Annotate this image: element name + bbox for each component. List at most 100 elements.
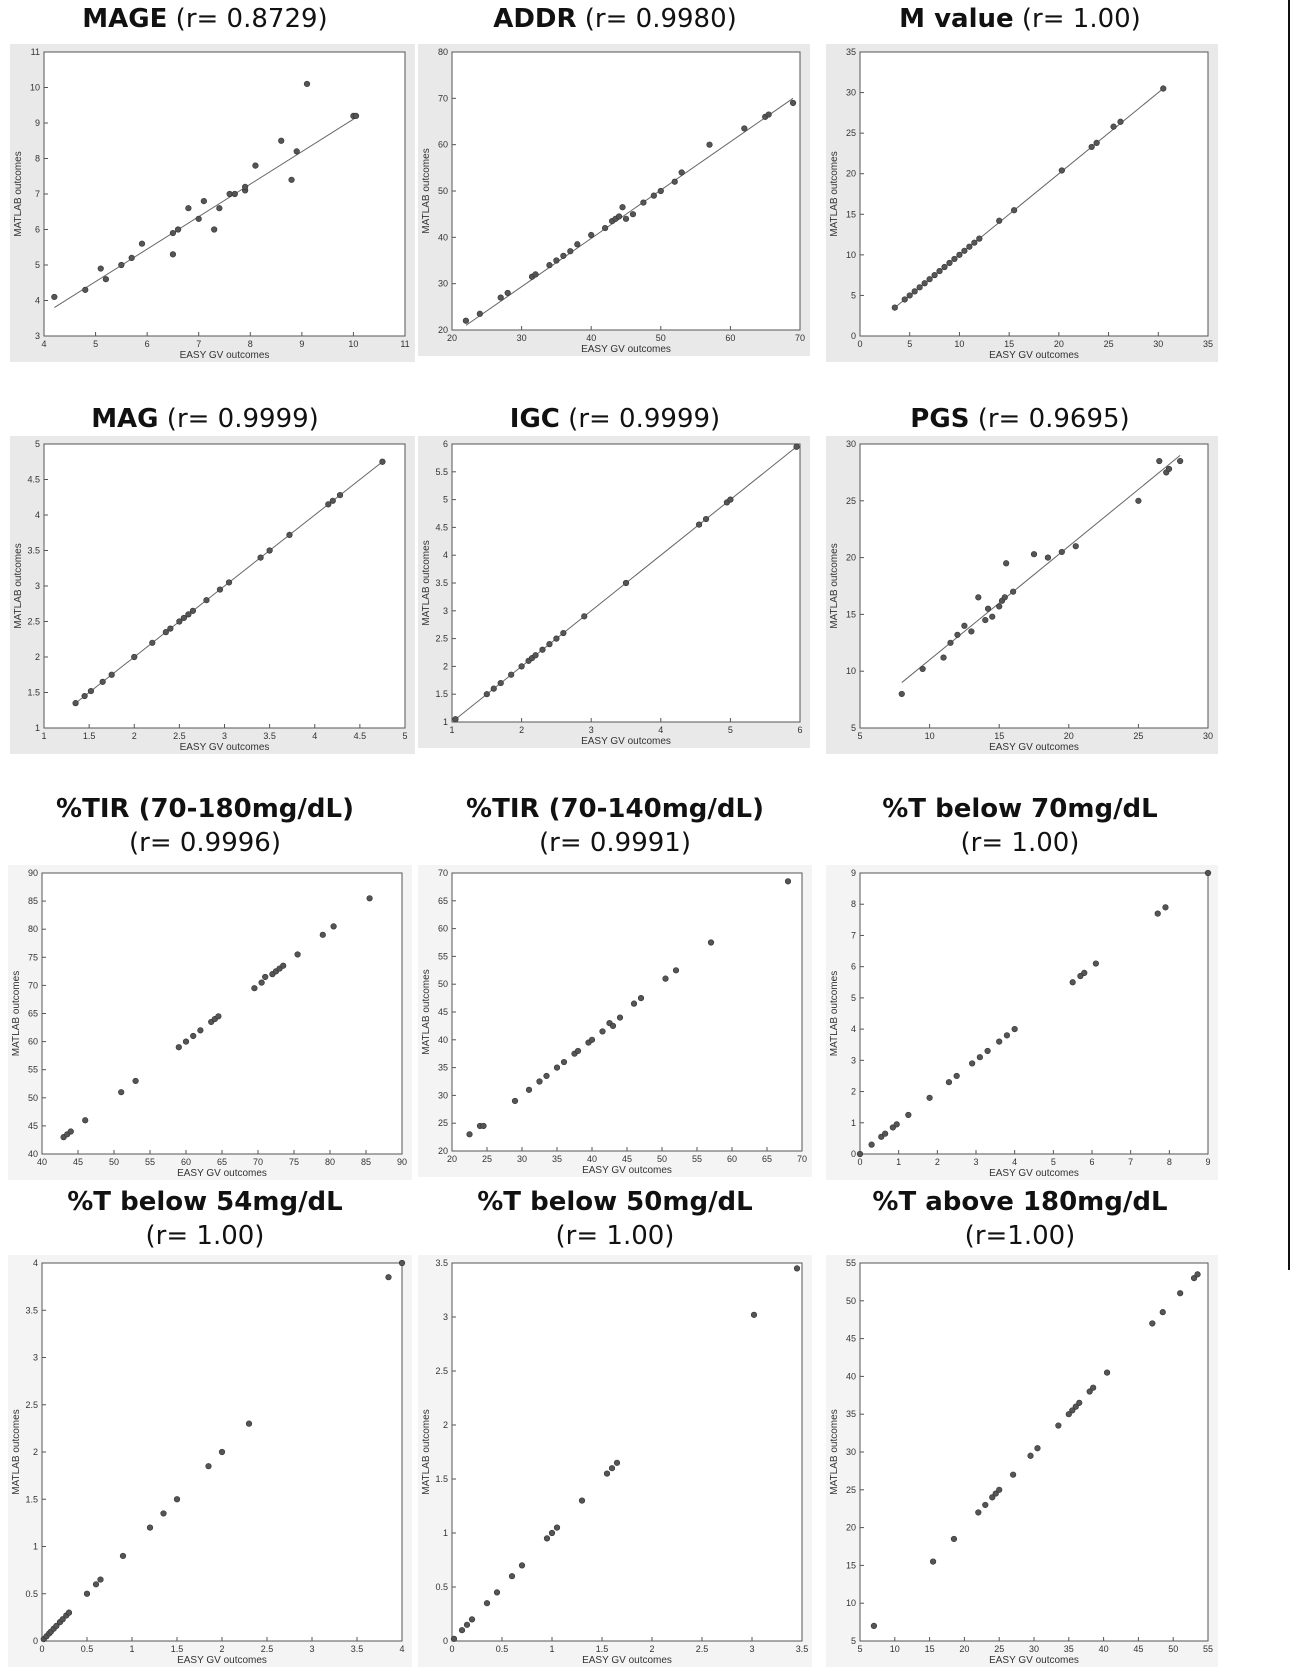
- chart-title: %T below 54mg/dL (r= 1.00): [0, 1185, 410, 1253]
- data-point: [548, 1529, 556, 1537]
- data-point: [553, 1524, 561, 1531]
- chart-title: %T below 70mg/dL (r= 1.00): [820, 792, 1220, 860]
- x-tick-label: 80: [325, 1157, 335, 1167]
- y-tick-label: 3: [443, 606, 448, 616]
- x-tick-label: 0.5: [81, 1644, 94, 1654]
- data-point: [497, 294, 504, 301]
- x-tick-label: 20: [1064, 731, 1074, 741]
- data-point: [793, 443, 800, 450]
- data-point: [160, 1510, 167, 1517]
- data-point: [707, 939, 715, 946]
- x-tick-label: 10: [925, 731, 935, 741]
- y-tick-label: 2.5: [435, 1366, 448, 1376]
- scatter-svg-tir140: 20 25 30 35 40 45 50 55 60 65 70 20 25 30 35 40 45 50 55 60…: [418, 865, 812, 1177]
- scatter-plot-pgs: 5 10 15 20 25 30 5 10 15 20 25 30 EASY GV outcomes MA…: [826, 436, 1218, 754]
- data-point: [59, 1616, 66, 1623]
- chart-title-correlation: (r= 0.9980): [584, 4, 737, 34]
- data-point: [926, 1094, 933, 1101]
- y-tick-label: 4.5: [435, 522, 448, 532]
- data-point: [149, 639, 156, 646]
- y-tick-label: 15: [846, 1560, 856, 1570]
- chart-title-metric: M value: [899, 4, 1014, 34]
- data-point: [588, 231, 595, 239]
- data-point: [984, 605, 992, 612]
- data-point: [72, 700, 79, 707]
- data-point: [602, 224, 609, 232]
- y-tick-label: 0: [851, 331, 856, 341]
- x-tick-label: 1: [549, 1644, 554, 1654]
- x-axis-label: EASY GV outcomes: [177, 1168, 267, 1179]
- data-point: [657, 187, 664, 195]
- x-tick-label: 5: [728, 725, 733, 735]
- axes-box: [451, 872, 803, 1152]
- chart-title-metric: %T above 180mg/dL: [872, 1187, 1168, 1217]
- y-tick-label: 30: [846, 1447, 856, 1457]
- x-tick-label: 10: [348, 339, 358, 349]
- data-point: [868, 1141, 875, 1148]
- data-point: [87, 687, 95, 695]
- y-tick-label: 30: [438, 279, 448, 289]
- scatter-svg-tb54: 0 0.5 1 1.5 2 2.5 3 3.5 4 0 0.5 1 1.5 2 2.5 3 3.5 4 EASY G…: [8, 1255, 412, 1667]
- data-point: [242, 183, 249, 190]
- y-tick-label: 11: [31, 47, 40, 57]
- y-tick-label: 50: [28, 1093, 38, 1103]
- data-point: [553, 257, 560, 264]
- x-tick-label: 55: [692, 1154, 702, 1164]
- data-point: [262, 973, 269, 981]
- scatter-plot-ta180: 5 10 15 20 25 30 35 40 45 50 55 5 10 15 20 25 30 35 40 45 50…: [826, 1255, 1218, 1667]
- x-axis-label: EASY GV outcomes: [581, 344, 671, 355]
- y-tick-label: 1: [33, 1542, 38, 1552]
- y-tick-label: 65: [438, 896, 448, 906]
- data-point: [882, 1130, 889, 1137]
- data-point: [950, 1535, 958, 1543]
- y-tick-label: 20: [438, 325, 448, 335]
- x-axis-label: EASY GV outcomes: [180, 350, 270, 361]
- data-point: [476, 310, 483, 317]
- y-tick-label: 3: [35, 581, 40, 591]
- data-point: [1003, 560, 1010, 567]
- data-point: [231, 190, 238, 198]
- data-point: [108, 671, 115, 678]
- scatter-svg-ta180: 5 10 15 20 25 30 35 40 45 50 555101520253035404550…: [826, 1255, 1218, 1667]
- data-point: [989, 1494, 996, 1501]
- data-point: [483, 691, 490, 698]
- data-point: [1058, 548, 1065, 556]
- data-point: [1069, 979, 1076, 986]
- data-point: [118, 261, 125, 269]
- data-point: [961, 247, 968, 254]
- x-tick-label: 1.5: [596, 1644, 609, 1654]
- data-point: [996, 1038, 1003, 1045]
- chart-title: MAGE (r= 0.8729): [0, 2, 410, 36]
- data-point: [525, 1086, 533, 1093]
- data-point: [82, 286, 89, 293]
- data-point: [99, 678, 106, 685]
- x-tick-label: 10: [890, 1644, 900, 1654]
- regression-line: [465, 97, 794, 326]
- y-tick-label: 7: [35, 189, 40, 199]
- y-tick-label: 1: [851, 1118, 856, 1128]
- data-point: [493, 1589, 501, 1596]
- y-tick-label: 55: [438, 951, 448, 961]
- data-point: [245, 1420, 253, 1427]
- x-tick-label: 8: [248, 339, 253, 349]
- data-point: [560, 1058, 568, 1066]
- x-tick-label: 8: [1167, 1157, 1172, 1167]
- data-point: [215, 1013, 222, 1020]
- scatter-svg-tb70: 0 1 2 3 4 5 6 7 8 9 0 1 2 3 4 5 6 7 8 9 EASY GV outcomes MATL…: [826, 865, 1218, 1180]
- axes-box: [451, 51, 801, 331]
- chart-title-metric: %T below 54mg/dL: [67, 1187, 343, 1217]
- y-tick-label: 30: [438, 1090, 448, 1100]
- x-tick-label: 90: [397, 1157, 407, 1167]
- x-tick-label: 3: [749, 1644, 754, 1654]
- chart-title-metric: %TIR (70-180mg/dL): [56, 794, 354, 824]
- y-tick-label: 50: [438, 186, 448, 196]
- x-tick-label: 40: [37, 1157, 47, 1167]
- y-tick-label: 1: [443, 1528, 448, 1538]
- data-point: [1011, 1026, 1018, 1033]
- data-point: [1190, 1275, 1198, 1282]
- y-tick-label: 55: [846, 1258, 856, 1268]
- data-point: [971, 239, 978, 246]
- data-point: [483, 1600, 491, 1607]
- data-point: [1156, 457, 1163, 465]
- data-point: [574, 241, 581, 248]
